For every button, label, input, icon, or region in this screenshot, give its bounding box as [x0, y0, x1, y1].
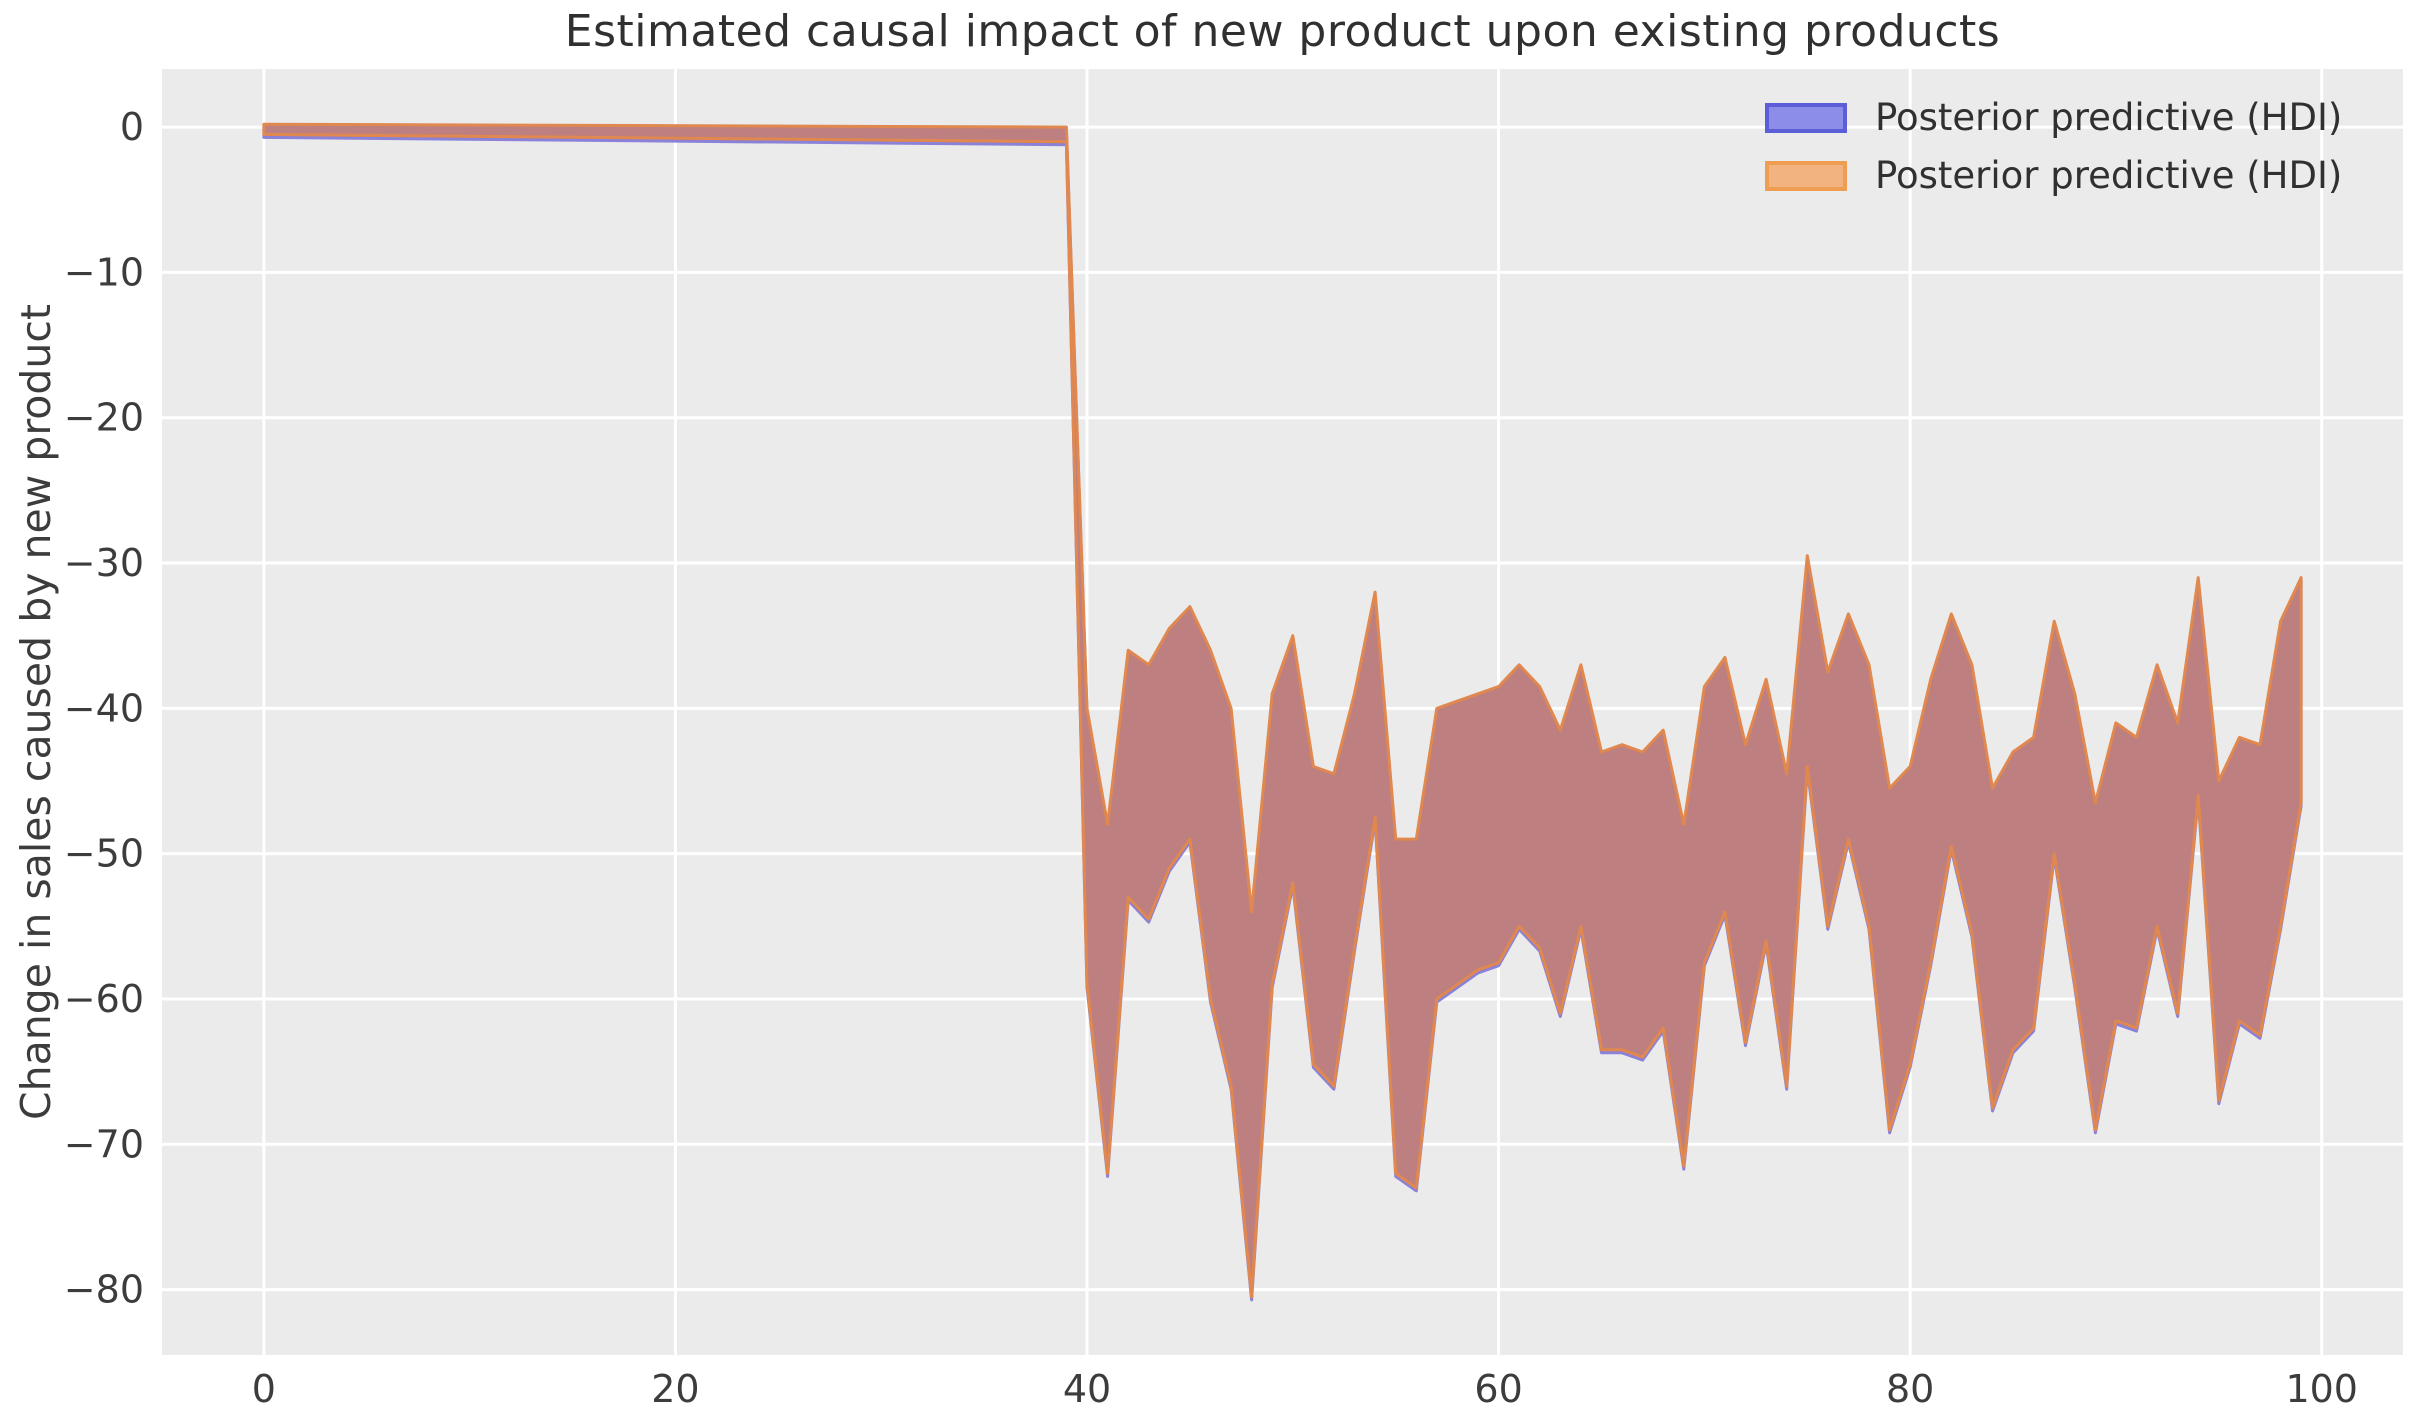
y-tick-label: −80	[64, 1268, 144, 1312]
y-tick-label: −20	[64, 396, 144, 440]
x-tick-label: 20	[651, 1367, 699, 1411]
hdi-band-orange	[262, 122, 2303, 1299]
y-tick-label: −60	[64, 977, 144, 1021]
x-tick-label: 100	[2285, 1367, 2358, 1411]
y-tick-label: −70	[64, 1122, 144, 1166]
x-tick-label: 60	[1474, 1367, 1522, 1411]
legend-label: Posterior predictive (HDI)	[1875, 154, 2343, 197]
y-tick-label: −50	[64, 832, 144, 876]
y-tick-label: −40	[64, 686, 144, 730]
chart-title: Estimated causal impact of new product u…	[564, 6, 2001, 57]
y-tick-label: −30	[64, 541, 144, 585]
y-tick-label: −10	[64, 250, 144, 294]
y-axis-label: Change in sales caused by new product	[12, 304, 60, 1120]
x-tick-label: 80	[1886, 1367, 1934, 1411]
legend-label: Posterior predictive (HDI)	[1875, 96, 2343, 139]
legend-item: Posterior predictive (HDI)	[1765, 154, 2343, 197]
legend-item: Posterior predictive (HDI)	[1765, 96, 2343, 139]
y-tick-label: 0	[120, 105, 144, 149]
x-tick-label: 40	[1063, 1367, 1111, 1411]
x-tick-label: 0	[252, 1367, 276, 1411]
legend-swatch-blue	[1765, 103, 1847, 133]
legend-swatch-orange	[1765, 161, 1847, 191]
legend: Posterior predictive (HDI) Posterior pre…	[1765, 96, 2343, 219]
